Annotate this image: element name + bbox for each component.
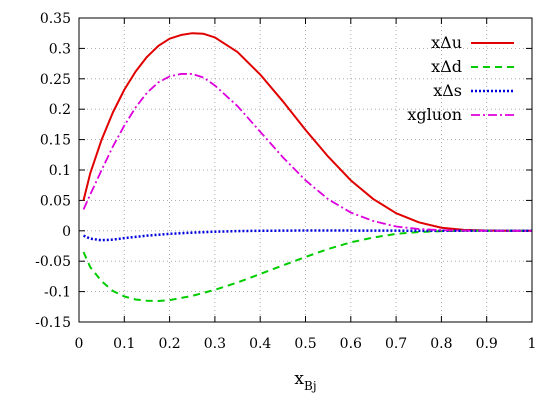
x-tick-label: 0.2 bbox=[158, 336, 180, 352]
y-tick-label: 0.3 bbox=[49, 41, 71, 57]
y-tick-label: 0.2 bbox=[49, 102, 71, 118]
legend-label-xu: xΔu bbox=[431, 33, 462, 52]
x-tick-label: 0.7 bbox=[385, 336, 407, 352]
ticks: 0 0.1 0.2 0.3 0.4 0.5 0.6 0.7 0.8 0.9 1 -0.15 -0.1 -0… bbox=[35, 11, 536, 352]
legend-label-xs: xΔs bbox=[433, 81, 462, 100]
x-tick-label: 0.3 bbox=[204, 336, 226, 352]
x-tick-label: 0 bbox=[75, 336, 84, 352]
y-tick-label: 0.05 bbox=[40, 193, 71, 209]
y-tick-label: 0 bbox=[62, 224, 71, 240]
x-axis-label-sub: Bj bbox=[304, 379, 317, 393]
x-tick-label: 0.9 bbox=[476, 336, 498, 352]
series-line-xgluon bbox=[82, 73, 532, 232]
y-tick-label: 0.35 bbox=[40, 11, 71, 27]
legend: xΔu xΔd xΔs xgluon bbox=[407, 33, 514, 124]
y-tick-label: 0.1 bbox=[49, 163, 71, 179]
x-tick-label: 0.1 bbox=[113, 336, 135, 352]
x-tick-label: 0.4 bbox=[249, 336, 271, 352]
x-tick-label: 0.6 bbox=[340, 336, 362, 352]
series-line-xd bbox=[82, 229, 532, 303]
series-lines bbox=[82, 32, 532, 303]
plot-frame bbox=[78, 17, 533, 323]
series-line-xs bbox=[83, 229, 532, 242]
x-axis-label-main: x bbox=[294, 369, 304, 389]
legend-label-xd: xΔd bbox=[431, 57, 462, 76]
x-tick-label: 1 bbox=[528, 336, 537, 352]
grid bbox=[79, 18, 532, 322]
y-tick-label: -0.15 bbox=[35, 315, 71, 331]
legend-label-xgluon: xgluon bbox=[407, 105, 462, 124]
y-tick-label: 0.25 bbox=[40, 72, 71, 88]
x-tick-label: 0.8 bbox=[430, 336, 452, 352]
y-tick-label: -0.1 bbox=[44, 285, 71, 301]
y-tick-label: 0.15 bbox=[40, 133, 71, 149]
x-tick-label: 0.5 bbox=[294, 336, 316, 352]
y-tick-label: -0.05 bbox=[35, 254, 71, 270]
x-axis-label: xBj bbox=[294, 369, 316, 393]
series-line-xu bbox=[82, 32, 532, 232]
